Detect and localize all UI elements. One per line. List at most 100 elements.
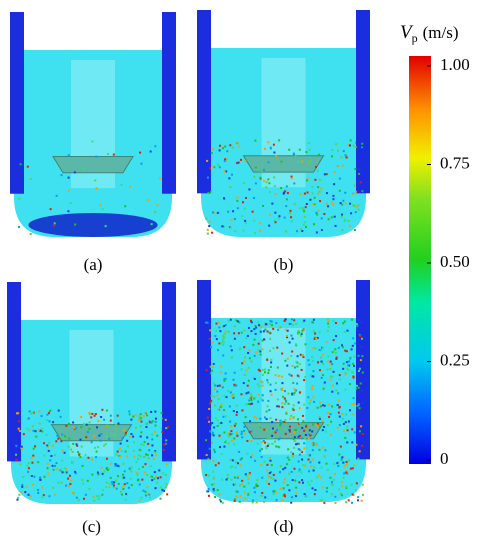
- particle: [283, 495, 286, 498]
- particle: [240, 368, 243, 371]
- particle: [268, 213, 271, 216]
- particle: [292, 416, 295, 419]
- particle: [351, 318, 354, 321]
- particle: [253, 231, 256, 234]
- particle: [211, 433, 214, 436]
- particle: [320, 349, 323, 352]
- particle: [255, 483, 258, 486]
- particle: [352, 144, 355, 147]
- particle: [50, 409, 53, 412]
- particle: [326, 468, 329, 471]
- particle: [272, 477, 275, 480]
- particle: [243, 429, 246, 432]
- particle: [313, 466, 316, 469]
- particle: [109, 419, 112, 422]
- particle: [64, 471, 67, 474]
- particle: [223, 325, 226, 328]
- particle: [73, 171, 76, 174]
- particle: [205, 453, 208, 456]
- particle: [286, 463, 289, 466]
- particle: [358, 333, 361, 336]
- particle: [336, 462, 339, 465]
- particle: [322, 363, 325, 366]
- particle: [88, 413, 91, 416]
- particle: [240, 483, 243, 486]
- particle: [130, 418, 133, 421]
- particle: [17, 412, 20, 415]
- particle: [230, 466, 233, 469]
- particle: [355, 141, 358, 144]
- particle: [273, 151, 276, 154]
- particle: [147, 442, 150, 445]
- particle: [227, 319, 230, 322]
- particle: [149, 496, 152, 499]
- particle: [336, 404, 339, 407]
- particle: [304, 375, 307, 378]
- particle: [317, 361, 320, 364]
- particle: [57, 481, 60, 484]
- particle: [65, 484, 68, 487]
- particle: [350, 345, 353, 348]
- particle: [205, 321, 208, 324]
- particle: [46, 413, 49, 416]
- particle: [238, 450, 241, 453]
- particle: [357, 369, 360, 372]
- particle: [229, 318, 232, 321]
- particle: [161, 427, 164, 430]
- particle: [105, 457, 108, 460]
- particle: [233, 498, 236, 501]
- particle: [156, 477, 159, 480]
- particle: [61, 471, 64, 474]
- tank: [10, 12, 176, 237]
- particle: [257, 342, 260, 345]
- particle: [308, 470, 311, 473]
- particle: [320, 360, 323, 363]
- particle: [228, 177, 231, 180]
- particle: [333, 473, 336, 476]
- particle: [296, 374, 299, 377]
- particle: [312, 469, 315, 472]
- particle: [31, 461, 34, 464]
- particle: [241, 362, 244, 365]
- particle: [207, 474, 210, 477]
- particle: [286, 456, 289, 459]
- particle: [247, 391, 250, 394]
- particle: [345, 156, 348, 159]
- particle: [246, 334, 249, 337]
- particle: [309, 434, 312, 437]
- particle: [43, 442, 46, 445]
- particle: [273, 219, 276, 222]
- particle: [133, 455, 136, 458]
- particle: [224, 145, 227, 148]
- particle: [310, 374, 313, 377]
- particle: [342, 461, 345, 464]
- particle: [253, 175, 256, 178]
- particle: [244, 416, 247, 419]
- particle: [67, 477, 70, 480]
- particle: [285, 205, 288, 208]
- particle: [65, 468, 68, 471]
- particle: [26, 165, 29, 168]
- particle: [144, 490, 147, 493]
- particle: [95, 187, 98, 190]
- particle: [352, 375, 355, 378]
- particle: [350, 483, 353, 486]
- particle: [320, 187, 323, 190]
- particle: [265, 181, 268, 184]
- particle: [217, 462, 220, 465]
- particle: [223, 409, 226, 412]
- baffle: [197, 280, 211, 460]
- particle: [213, 450, 216, 453]
- particle: [24, 491, 27, 494]
- particle: [77, 451, 80, 454]
- particle: [159, 486, 162, 489]
- particle: [290, 374, 293, 377]
- particle: [318, 190, 321, 193]
- particle: [357, 404, 360, 407]
- particle: [210, 401, 213, 404]
- particle: [323, 173, 326, 176]
- particle: [258, 369, 261, 372]
- particle: [94, 446, 97, 449]
- particle: [329, 433, 332, 436]
- particle: [359, 359, 362, 362]
